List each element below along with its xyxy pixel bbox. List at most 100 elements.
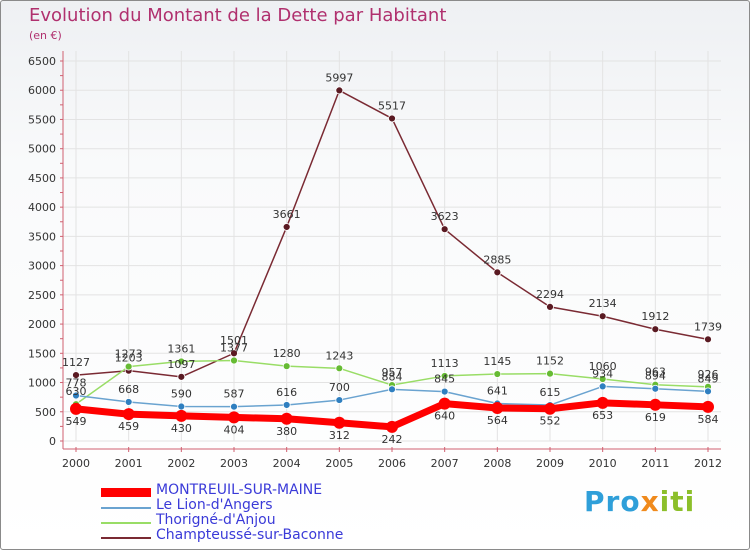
data-label: 430 (171, 422, 192, 435)
data-label: 934 (592, 367, 613, 380)
data-label: 3661 (273, 208, 301, 221)
data-label: 1377 (220, 341, 248, 354)
data-label: 1060 (589, 360, 617, 373)
x-tick-label: 2007 (431, 457, 459, 470)
y-tick-label: 3500 (28, 230, 56, 243)
data-point (440, 225, 449, 234)
data-label: 615 (540, 386, 561, 399)
data-label: 2885 (483, 253, 511, 266)
data-point (228, 411, 240, 424)
y-tick-label: 4500 (28, 172, 56, 185)
data-point (177, 402, 186, 411)
data-point (124, 398, 133, 406)
data-label: 1739 (694, 320, 722, 333)
data-point (230, 402, 238, 411)
y-tick-label: 6500 (28, 55, 56, 68)
data-point (282, 362, 291, 371)
data-label: 549 (66, 415, 87, 428)
data-label: 1912 (641, 310, 669, 323)
data-label: 1361 (167, 342, 195, 355)
data-point (280, 412, 293, 425)
data-label: 3623 (431, 210, 459, 223)
data-point (438, 397, 451, 410)
data-label: 2134 (589, 297, 617, 310)
data-label: 778 (66, 377, 87, 390)
y-tick-label: 5000 (28, 143, 56, 156)
data-label: 1501 (220, 334, 248, 347)
data-label: 894 (645, 370, 666, 383)
y-tick-label: 500 (35, 406, 56, 419)
data-label: 957 (382, 366, 403, 379)
y-tick-label: 1000 (28, 377, 56, 390)
data-point (651, 325, 660, 334)
data-point (124, 362, 133, 371)
data-label: 1113 (431, 357, 459, 370)
x-tick-label: 2003 (220, 457, 248, 470)
chart-title: Evolution du Montant de la Dette par Hab… (29, 5, 447, 26)
data-label: 668 (118, 383, 139, 396)
data-label: 584 (698, 413, 719, 426)
y-tick-label: 0 (49, 435, 56, 448)
data-point (122, 408, 135, 421)
data-point (598, 382, 607, 391)
data-label: 1273 (115, 348, 143, 361)
data-point (282, 223, 291, 231)
legend-label: Champteussé-sur-Baconne (156, 527, 344, 543)
x-tick-label: 2002 (167, 457, 195, 470)
x-tick-label: 2000 (62, 457, 90, 470)
x-tick-label: 2006 (378, 457, 406, 470)
data-point (335, 396, 344, 404)
data-label: 380 (276, 425, 297, 438)
data-point (333, 416, 346, 429)
data-point (704, 387, 712, 396)
data-point (70, 402, 82, 415)
data-label: 552 (540, 415, 561, 428)
data-label: 963 (645, 366, 666, 379)
x-tick-label: 2008 (483, 457, 511, 470)
legend-swatch (101, 522, 151, 524)
data-label: 587 (224, 388, 245, 401)
data-label: 564 (487, 414, 508, 427)
data-label: 242 (382, 433, 403, 446)
y-tick-label: 2000 (28, 318, 56, 331)
data-label: 849 (698, 372, 719, 385)
data-label: 1243 (325, 349, 353, 362)
data-point (388, 385, 396, 394)
data-label: 653 (592, 409, 613, 422)
data-point (230, 356, 238, 365)
y-tick-label: 5500 (28, 113, 56, 126)
data-point (440, 372, 449, 380)
x-tick-label: 2009 (536, 457, 564, 470)
data-label: 640 (434, 410, 455, 423)
data-point (335, 364, 344, 373)
data-point (175, 409, 188, 422)
data-point (177, 372, 186, 381)
data-point (335, 86, 344, 95)
x-tick-label: 2010 (589, 457, 617, 470)
data-label: 1127 (62, 356, 90, 369)
data-label: 2294 (536, 288, 564, 301)
data-label: 641 (487, 385, 508, 398)
data-point (546, 369, 554, 378)
legend-swatch (101, 488, 151, 497)
data-point (493, 370, 502, 378)
data-label: 926 (698, 368, 719, 381)
x-tick-label: 2001 (115, 457, 143, 470)
y-tick-label: 2500 (28, 289, 56, 302)
data-point (440, 387, 449, 396)
x-tick-label: 2005 (325, 457, 353, 470)
data-label: 5517 (378, 99, 406, 112)
data-label: 1280 (273, 347, 301, 360)
data-point (702, 400, 714, 413)
x-tick-label: 2004 (273, 457, 301, 470)
y-tick-label: 6000 (28, 84, 56, 97)
data-point (546, 302, 554, 311)
data-point (493, 268, 502, 277)
data-point (72, 371, 80, 380)
data-label: 312 (329, 429, 350, 442)
data-label: 590 (171, 388, 192, 401)
data-label: 5997 (325, 71, 353, 84)
legend-label: Thorigné-d'Anjou (156, 512, 276, 528)
legend-swatch (101, 537, 151, 539)
